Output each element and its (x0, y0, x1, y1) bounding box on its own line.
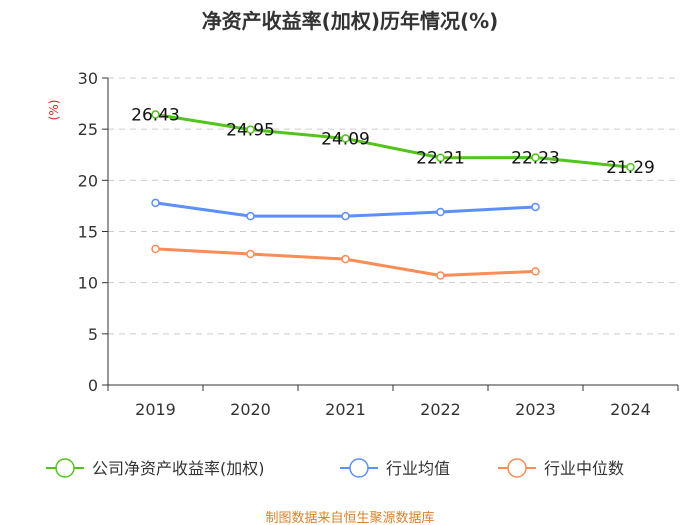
legend-item-2[interactable]: 行业中位数 (498, 458, 624, 478)
series-0-point-2019[interactable] (151, 110, 160, 119)
series-0-point-2020[interactable] (246, 125, 255, 134)
legend-marker-icon (349, 458, 369, 478)
series-line-0 (155, 113, 631, 169)
series-1-point-2021[interactable] (341, 211, 350, 221)
legend[interactable]: 公司净资产收益率(加权) 行业均值 行业中位数 (46, 458, 624, 478)
y-tick-label: 20 (78, 171, 98, 190)
legend-marker-icon (507, 458, 527, 478)
y-tick-label: 0 (88, 376, 98, 395)
series-1-point-2020[interactable] (246, 211, 255, 221)
legend-label: 公司净资产收益率(加权) (92, 459, 265, 478)
series-2-point-2020[interactable] (246, 249, 255, 259)
data-label: 24.95 (226, 121, 275, 141)
y-tick-label: 25 (78, 120, 98, 139)
series-0-point-2023[interactable] (531, 153, 540, 162)
legend-label: 行业均值 (386, 459, 450, 478)
series-2-point-2019[interactable] (151, 244, 160, 254)
series-2-point-2021[interactable] (341, 254, 350, 264)
legend-item-1[interactable]: 行业均值 (340, 458, 450, 478)
x-tick-label: 2023 (515, 400, 556, 419)
legend-marker-icon (55, 458, 75, 478)
series-0-point-2021[interactable] (341, 134, 350, 143)
legend-item-0[interactable]: 公司净资产收益率(加权) (46, 458, 265, 478)
y-tick-label: 15 (78, 223, 98, 242)
data-label: 26.43 (131, 106, 180, 126)
data-label: 22.21 (416, 149, 465, 169)
series-0-point-2024[interactable] (626, 162, 635, 172)
gridlines (108, 77, 678, 335)
legend-label: 行业中位数 (544, 459, 624, 478)
series-0-point-2022[interactable] (436, 153, 445, 162)
data-label: 22.23 (511, 149, 560, 169)
data-label: 21.29 (606, 158, 655, 178)
y-axis-label: (%) (47, 100, 61, 121)
x-tick-label: 2020 (230, 400, 271, 419)
source-note: 制图数据来自恒生聚源数据库 (265, 510, 434, 525)
x-tick-label: 2019 (135, 400, 176, 419)
data-label: 24.09 (321, 129, 370, 149)
x-tick-label: 2021 (325, 400, 366, 419)
x-tick-label: 2022 (420, 400, 461, 419)
series-1-point-2022[interactable] (436, 207, 445, 217)
y-tick-label: 30 (78, 69, 98, 88)
chart-title: 净资产收益率(加权)历年情况(%) (202, 9, 499, 33)
series-2-point-2022[interactable] (436, 271, 445, 280)
axes: 0 5 10 15 20 25 30 2019 2020 2021 2022 2023 2024 (78, 69, 679, 419)
series-layer: 26.43 24.95 24.09 22.21 22.23 21.29 (131, 106, 655, 280)
series-2-point-2023[interactable] (531, 267, 540, 276)
x-tick-label: 2024 (610, 400, 651, 419)
series-1-point-2023[interactable] (531, 202, 540, 212)
y-tick-label: 10 (78, 274, 98, 293)
series-1-point-2019[interactable] (151, 198, 160, 208)
y-tick-label: 5 (88, 325, 98, 344)
